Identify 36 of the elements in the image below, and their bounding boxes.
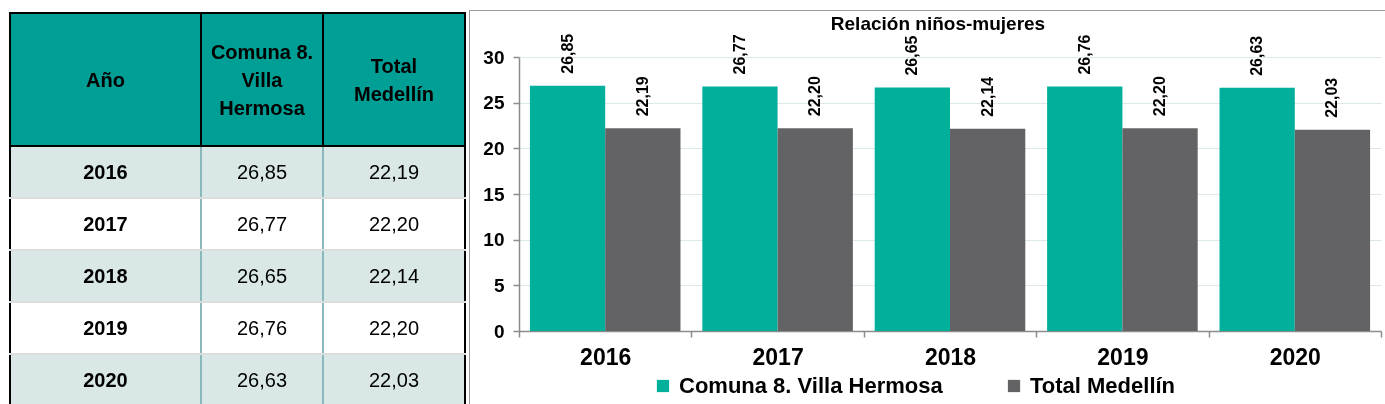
y-tick-label: 30	[483, 46, 505, 68]
y-tick-label: 0	[493, 320, 505, 342]
data-label: 22,20	[806, 76, 824, 117]
y-tick-label: 5	[493, 274, 505, 296]
bar	[702, 86, 778, 331]
y-tick-label: 25	[483, 92, 505, 114]
x-tick-label: 2020	[1269, 343, 1321, 370]
x-tick-label: 2017	[752, 343, 804, 370]
bar	[529, 85, 606, 331]
data-label: 26,77	[730, 34, 748, 75]
bar	[1219, 87, 1295, 331]
y-tick-label: 15	[483, 183, 505, 205]
bar	[950, 128, 1026, 331]
bar	[874, 87, 950, 331]
table: Año Comuna 8. Villa Hermosa Total Medellín 2016 26,85 22,19 2017 26,77 22,20 2018 26,65 22,14 2019 26,76 22,20 2020 26,63 22,03	[9, 12, 466, 404]
bar	[777, 128, 853, 331]
chart-title: Relación niños-mujeres	[830, 12, 1046, 34]
bar	[1294, 129, 1371, 331]
x-tick-label: 2016	[580, 343, 632, 370]
y-tick-label: 20	[483, 137, 505, 159]
legend-label: Total Medellín	[1030, 373, 1176, 398]
bar	[1122, 128, 1198, 331]
x-tick-label: 2018	[924, 343, 977, 370]
data-label: 22,20	[1151, 76, 1169, 117]
legend-label: Comuna 8. Villa Hermosa	[679, 373, 944, 398]
data-label: 26,85	[558, 33, 576, 74]
data-label: 26,65	[903, 35, 921, 76]
bar	[605, 128, 681, 331]
bar	[1047, 86, 1123, 331]
data-label: 26,63	[1248, 35, 1266, 76]
x-tick-label: 2019	[1097, 343, 1149, 370]
y-tick-label: 10	[483, 229, 505, 251]
data-label: 22,19	[633, 76, 651, 117]
data-label: 22,03	[1323, 77, 1341, 118]
data-label: 22,14	[978, 76, 996, 117]
data-label: 26,76	[1075, 34, 1093, 75]
